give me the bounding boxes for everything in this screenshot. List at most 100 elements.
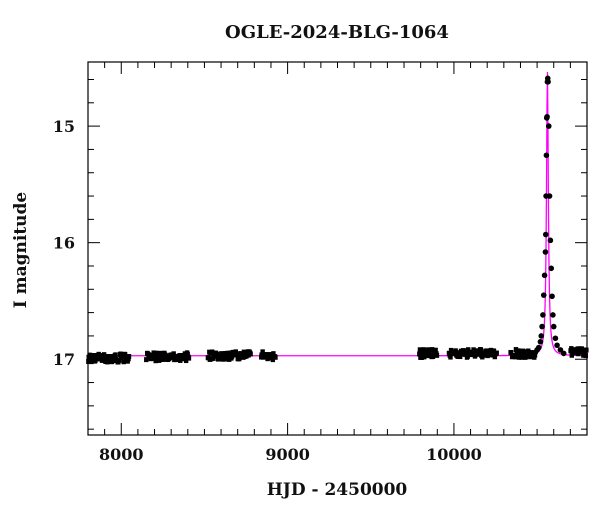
data-point <box>462 351 468 357</box>
data-point <box>433 347 438 353</box>
data-point <box>422 354 427 360</box>
data-point <box>486 348 491 354</box>
data-point <box>542 249 549 255</box>
data-point <box>154 350 159 356</box>
data-point <box>126 354 132 360</box>
data-point <box>513 347 519 353</box>
data-point <box>271 351 276 357</box>
data-point <box>270 357 276 363</box>
y-tick-label: 15 <box>53 117 75 136</box>
data-point <box>157 357 162 363</box>
data-point <box>144 357 149 363</box>
data-point <box>584 347 589 353</box>
data-point <box>537 338 544 345</box>
data-point <box>552 335 559 342</box>
data-point <box>152 354 158 360</box>
data-point <box>111 357 116 363</box>
data-point <box>121 359 126 365</box>
data-point <box>123 354 128 360</box>
axis-ticks-group <box>87 62 588 435</box>
y-tick-label: 16 <box>53 234 75 253</box>
data-point <box>557 347 564 353</box>
data-point <box>211 355 216 361</box>
data-point <box>540 312 546 318</box>
model-curve <box>88 72 587 357</box>
data-point <box>117 357 122 363</box>
data-point <box>260 349 265 355</box>
data-point <box>550 312 556 318</box>
data-point <box>465 353 470 359</box>
data-point <box>178 357 183 363</box>
data-point <box>581 347 587 353</box>
chart-title: OGLE-2024-BLG-1064 <box>225 22 449 43</box>
data-point <box>535 344 542 351</box>
data-point <box>474 348 479 354</box>
data-point <box>546 193 553 199</box>
data-point <box>273 354 278 360</box>
plot-border <box>87 61 588 436</box>
data-point <box>482 352 487 358</box>
data-point <box>86 358 91 364</box>
data-point <box>237 356 242 362</box>
tick-labels-group: 8000 9000 10000 15 16 17 <box>53 117 482 464</box>
y-axis-label: I magnitude <box>11 192 31 309</box>
x-tick-label: 10000 <box>426 445 482 464</box>
data-point <box>583 353 589 359</box>
data-points-group <box>86 75 589 365</box>
data-point <box>248 351 253 357</box>
data-point <box>544 113 550 120</box>
data-point <box>532 352 538 358</box>
data-point <box>543 152 550 159</box>
x-tick-label: 8000 <box>99 445 144 464</box>
data-point <box>106 354 111 360</box>
data-point <box>457 353 463 359</box>
data-point <box>224 356 229 362</box>
data-point <box>113 352 118 358</box>
data-point <box>183 354 188 360</box>
data-point <box>554 342 560 349</box>
plot-frame <box>87 61 588 436</box>
data-point <box>540 292 547 298</box>
y-tick-label: 17 <box>53 350 75 369</box>
data-point <box>545 123 552 129</box>
data-point <box>453 348 458 354</box>
data-point <box>539 323 545 330</box>
data-point <box>99 357 105 363</box>
data-point <box>421 347 426 353</box>
data-point <box>560 350 567 357</box>
data-point <box>448 354 453 360</box>
data-point <box>548 265 555 272</box>
data-point <box>434 352 440 358</box>
data-point <box>478 347 484 353</box>
data-point <box>417 347 423 353</box>
data-point <box>171 351 176 357</box>
data-point <box>547 237 554 244</box>
data-point <box>519 354 524 360</box>
x-axis-label: HJD - 2450000 <box>267 480 408 500</box>
data-point <box>185 351 190 357</box>
data-point <box>550 323 557 330</box>
data-point <box>492 354 498 360</box>
model-curve-group <box>88 72 587 357</box>
data-point <box>491 348 497 354</box>
data-point <box>419 350 424 356</box>
data-point <box>545 79 551 85</box>
data-point <box>161 354 166 360</box>
data-point <box>549 293 555 300</box>
data-point <box>475 351 481 357</box>
data-point <box>186 355 192 361</box>
data-point <box>151 350 156 356</box>
data-point <box>508 349 514 355</box>
x-tick-label: 9000 <box>265 445 310 464</box>
data-point <box>219 351 225 357</box>
data-point <box>494 350 499 356</box>
data-point <box>183 358 189 364</box>
data-point <box>487 351 493 357</box>
data-point <box>541 272 548 279</box>
data-point <box>576 351 581 357</box>
data-point <box>579 346 584 352</box>
data-point <box>101 352 107 358</box>
data-point <box>542 231 549 238</box>
data-point <box>538 333 545 339</box>
